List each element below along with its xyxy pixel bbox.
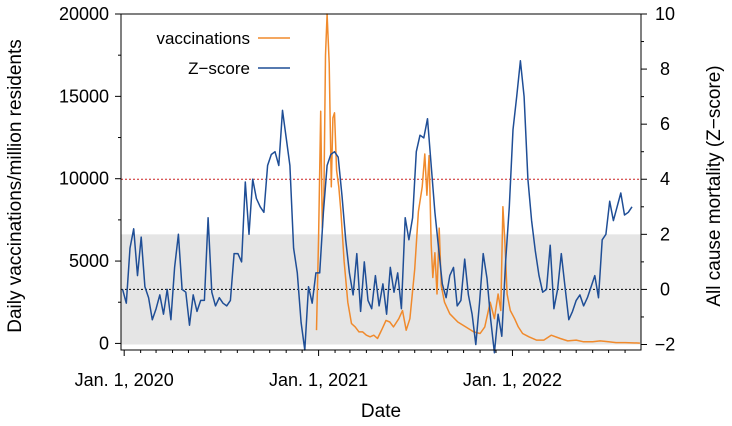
y-right-tick-label: 6 [660, 114, 670, 134]
x-axis-title: Date [361, 401, 401, 422]
y-left-tick-label: 15000 [59, 86, 109, 106]
legend: vaccinations Z−score [156, 29, 290, 78]
reference-lines-layer [121, 178, 641, 290]
axes-layer: 0 5000 10000 15000 20000 −2 0 2 4 6 8 10 Jan. 1, 202… [59, 4, 675, 390]
series-line-vaccinations [315, 13, 640, 344]
plot-frame [120, 13, 642, 351]
y-left-tick-label: 5000 [69, 251, 109, 271]
y-right-tick-label: 2 [660, 224, 670, 244]
series-line-z-score [121, 60, 633, 354]
x-tick-label: Jan. 1, 2022 [463, 370, 562, 390]
series-layer [121, 13, 640, 354]
y-axis-right-title: All cause mortality (Z−score) [704, 65, 725, 306]
x-tick-label: Jan. 1, 2020 [75, 370, 174, 390]
y-axis-left-title: Daily vaccinations/million residents [5, 39, 26, 333]
y-right-tick-label: 10 [655, 4, 675, 24]
x-tick-label: Jan. 1, 2021 [269, 370, 368, 390]
y-left-tick-label: 0 [99, 333, 109, 353]
y-left-tick-label: 20000 [59, 4, 109, 24]
legend-label-z-score: Z−score [188, 59, 250, 78]
y-left-tick-label: 10000 [59, 169, 109, 189]
y-right-tick-label: −2 [655, 334, 676, 354]
y-right-tick-label: 4 [660, 169, 670, 189]
legend-label-vaccinations: vaccinations [156, 29, 250, 48]
y-right-tick-label: 8 [660, 59, 670, 79]
y-right-tick-label: 0 [660, 279, 670, 299]
